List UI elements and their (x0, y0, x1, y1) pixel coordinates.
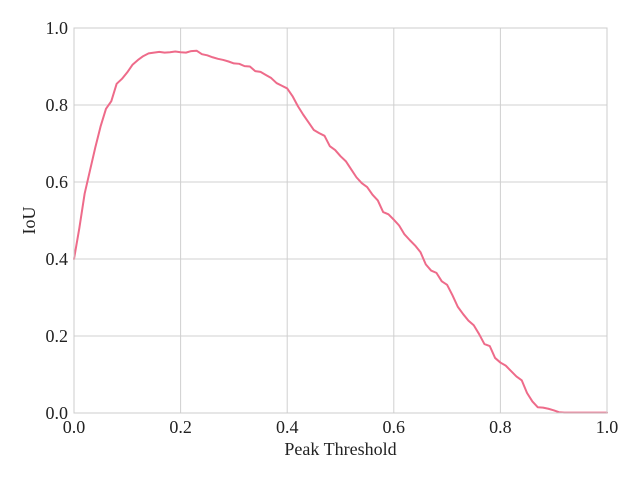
y-tick-labels: 0.0 0.2 0.4 0.6 0.8 1.0 (46, 18, 69, 423)
y-tick-label: 0.0 (46, 403, 69, 423)
x-tick-labels: 0.0 0.2 0.4 0.6 0.8 1.0 (63, 417, 619, 437)
plot-background (74, 28, 607, 413)
y-tick-label: 0.2 (46, 326, 69, 346)
x-tick-label: 0.2 (169, 417, 192, 437)
y-tick-label: 0.4 (46, 249, 69, 269)
axes-frame (73, 27, 608, 414)
x-axis-label: Peak Threshold (284, 439, 396, 459)
y-tick-label: 0.8 (46, 95, 69, 115)
x-tick-label: 1.0 (596, 417, 619, 437)
x-tick-label: 0.6 (383, 417, 406, 437)
y-axis-label: IoU (19, 207, 39, 235)
series-layer (73, 49, 608, 414)
x-tick-label: 0.0 (63, 417, 86, 437)
y-tick-label: 0.6 (46, 172, 69, 192)
y-tick-label: 1.0 (46, 18, 69, 38)
x-tick-label: 0.4 (276, 417, 299, 437)
iou-series-line (73, 49, 608, 414)
x-tick-label: 0.8 (489, 417, 512, 437)
